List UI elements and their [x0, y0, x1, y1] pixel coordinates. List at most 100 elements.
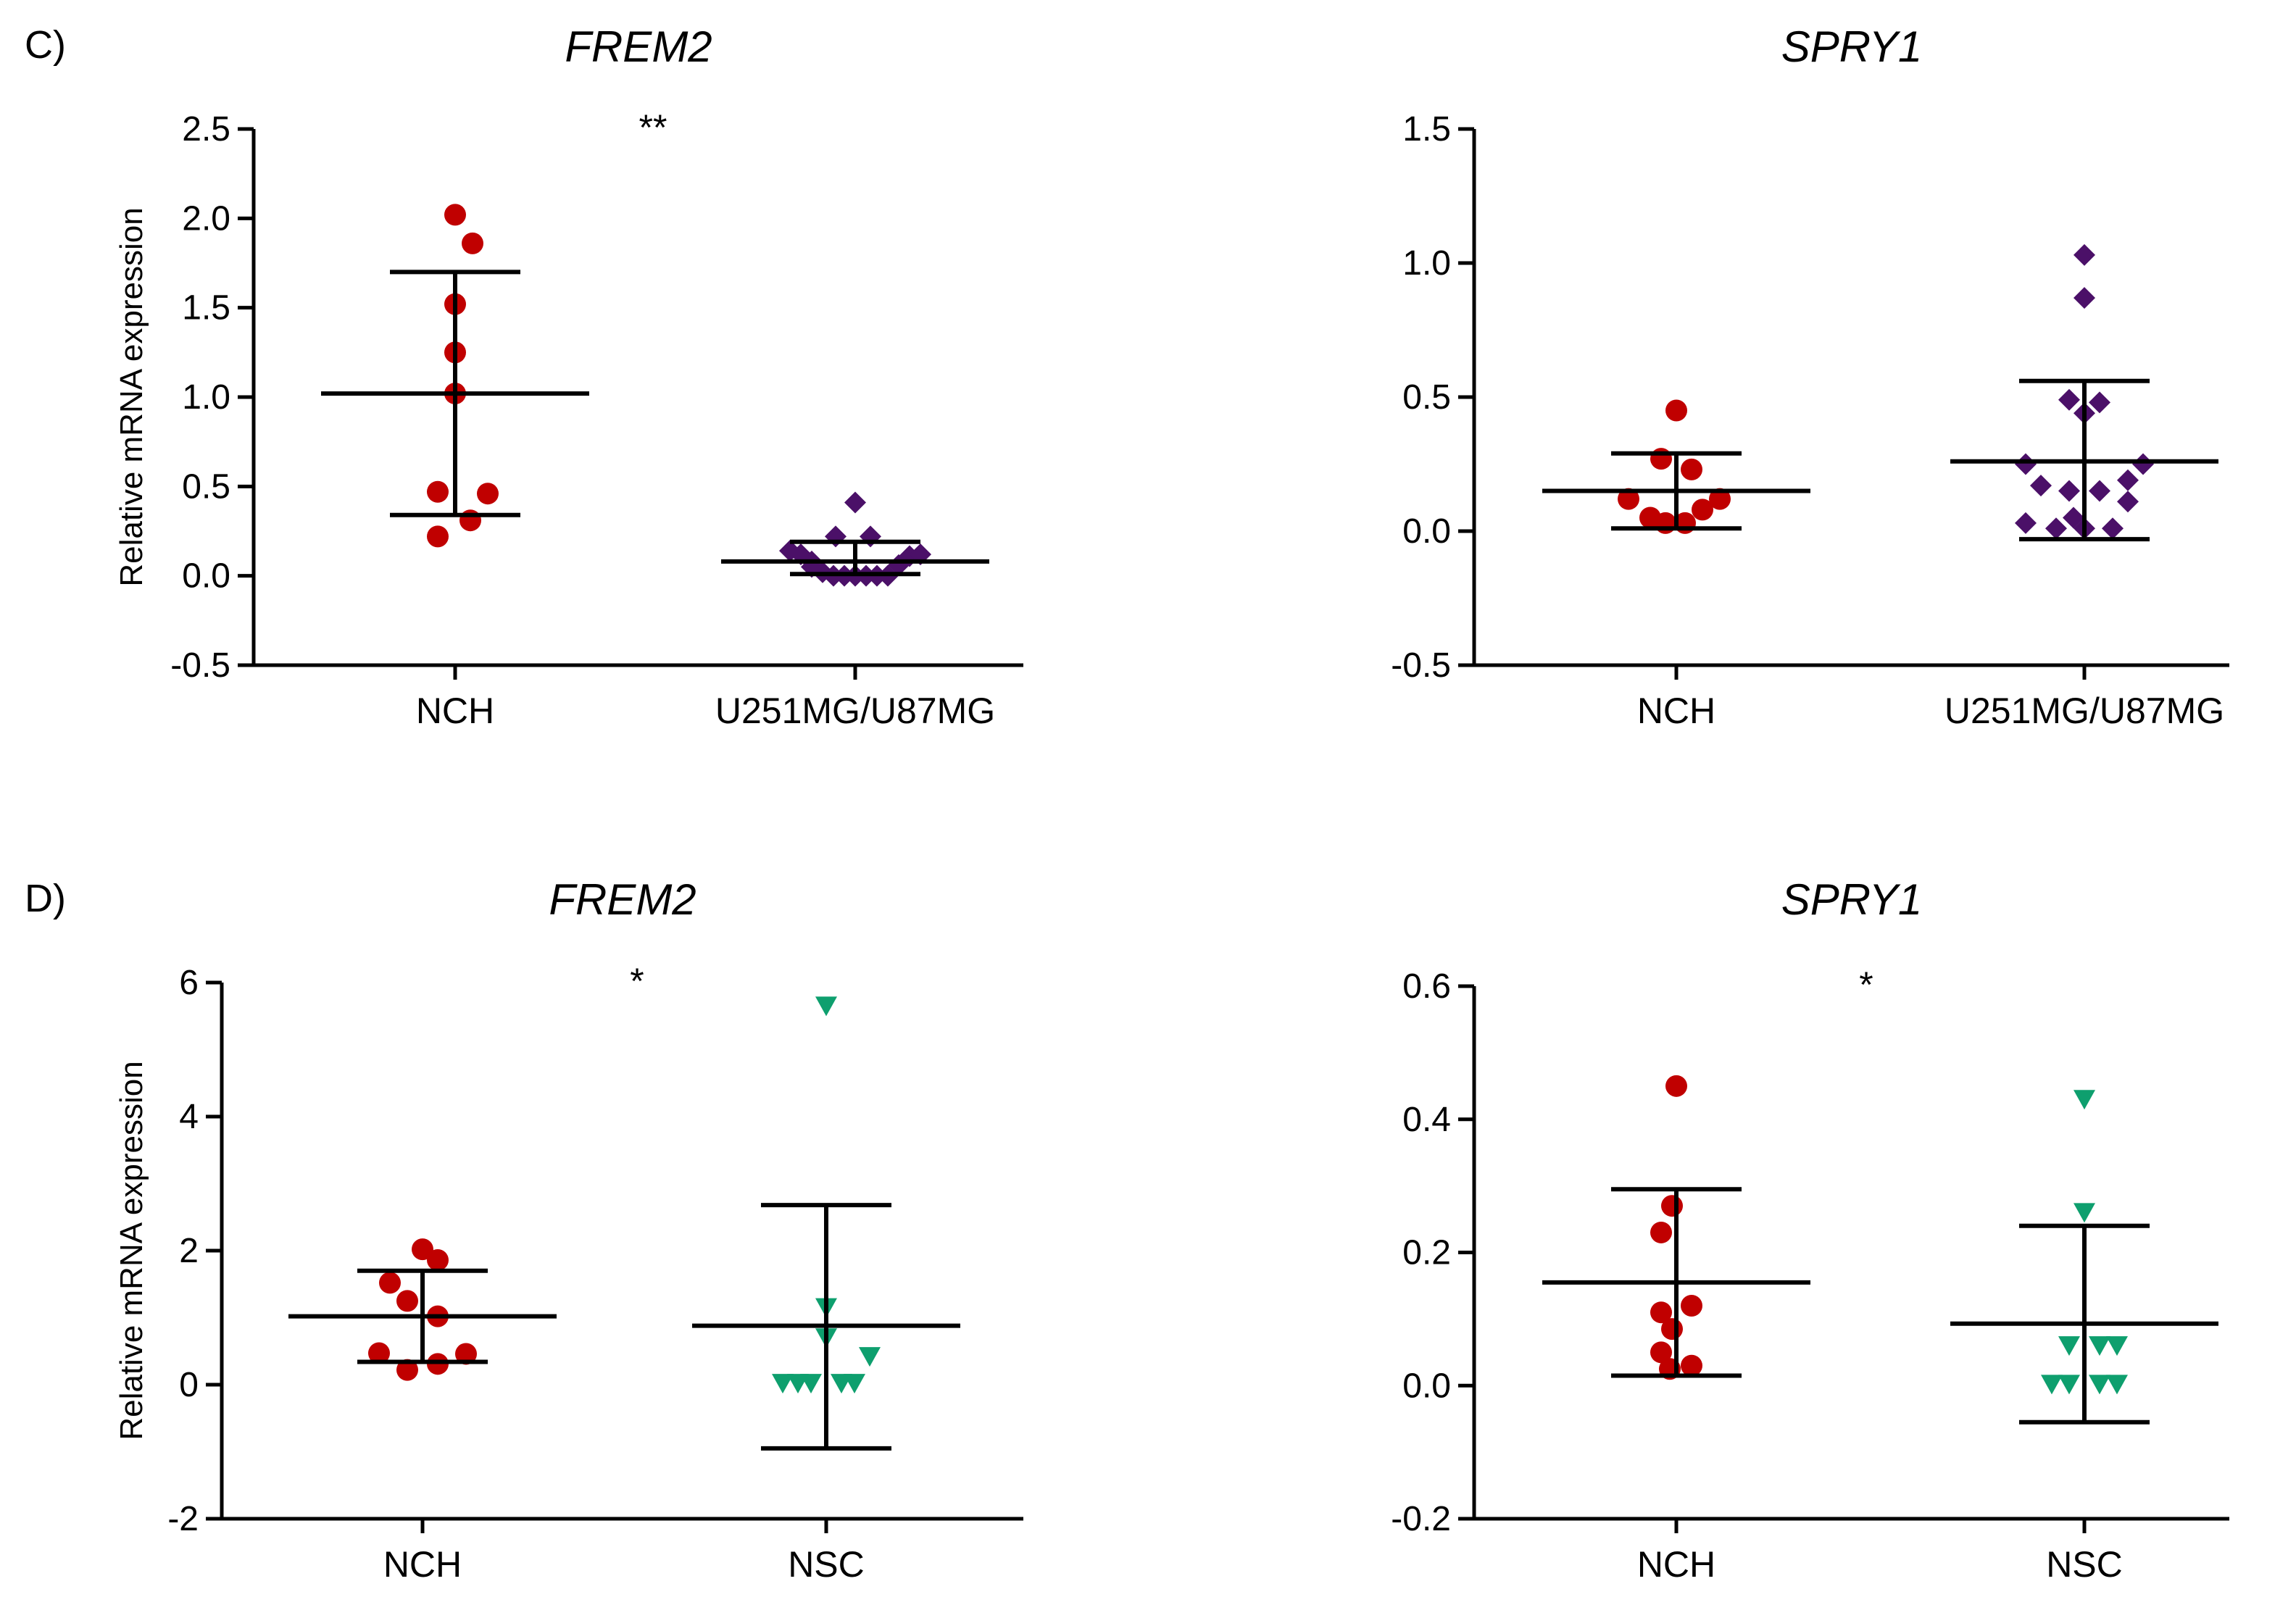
- chart-1-significance: **: [639, 107, 667, 148]
- chart-1-x-tick-label: U251MG/U87MG: [715, 691, 995, 731]
- chart-3-point-nch: [412, 1238, 433, 1261]
- chart-1-y-tick-label: 2.5: [182, 110, 230, 149]
- chart-2-point-u251mg-u87mg: [2117, 491, 2139, 513]
- chart-3-point-nch: [396, 1359, 418, 1381]
- chart-3-y-tick-label: 6: [179, 964, 199, 1002]
- chart-4-y-tick-label: 0.2: [1402, 1234, 1451, 1272]
- chart-1-point-u251mg-u87mg: [860, 525, 881, 548]
- chart-1-y-axis-label: Relative mRNA expression: [114, 207, 149, 586]
- chart-2-point-nch: [1618, 488, 1639, 510]
- chart-3-point-nsc: [772, 1374, 794, 1394]
- chart-2: [1458, 127, 2229, 680]
- chart-2-title: SPRY1: [1781, 22, 1923, 71]
- chart-4-y-tick-label: -0.2: [1391, 1500, 1451, 1538]
- panel-label-c: C): [25, 23, 66, 67]
- chart-2-point-u251mg-u87mg: [2015, 512, 2037, 534]
- chart-3-point-nsc: [800, 1374, 822, 1394]
- chart-4-point-nsc: [2074, 1090, 2095, 1110]
- panel-label-d: D): [25, 877, 66, 920]
- chart-4-point-nsc: [2106, 1375, 2128, 1395]
- chart-1-point-nch: [459, 509, 481, 532]
- chart-2-point-u251mg-u87mg: [2063, 506, 2084, 529]
- chart-3-x-tick-label: NSC: [788, 1544, 865, 1585]
- chart-3-y-tick-label: 2: [179, 1232, 199, 1270]
- chart-1-y-tick-label: -0.5: [170, 646, 230, 685]
- chart-2-point-u251mg-u87mg: [2089, 391, 2110, 414]
- chart-3-y-tick-label: -2: [167, 1500, 199, 1538]
- chart-2-point-nch: [1655, 512, 1676, 534]
- chart-4-point-nsc: [2106, 1336, 2128, 1356]
- chart-2-point-u251mg-u87mg: [2015, 453, 2037, 475]
- chart-4-y-tick-label: 0.4: [1402, 1101, 1451, 1139]
- chart-3-point-nch: [396, 1290, 418, 1312]
- chart-4-y-tick-label: 0.0: [1402, 1367, 1451, 1405]
- chart-2-y-tick-label: -0.5: [1391, 646, 1451, 685]
- chart-4-point-nch: [1681, 1354, 1702, 1377]
- chart-1-y-tick-label: 0.0: [182, 557, 230, 596]
- chart-3-y-tick-label: 0: [179, 1366, 199, 1404]
- chart-4: [1458, 984, 2229, 1533]
- chart-2-point-u251mg-u87mg: [2030, 475, 2052, 497]
- chart-1-point-u251mg-u87mg: [825, 525, 847, 548]
- chart-1-y-tick-label: 1.5: [182, 289, 230, 328]
- chart-4-point-nch: [1650, 1301, 1672, 1324]
- chart-3: [206, 980, 1023, 1533]
- chart-2-point-nch: [1692, 499, 1713, 521]
- chart-4-point-nsc: [2089, 1336, 2110, 1356]
- chart-2-x-tick-label: NCH: [1637, 691, 1715, 731]
- chart-1-point-nch: [444, 204, 466, 226]
- chart-2-point-u251mg-u87mg: [2074, 287, 2095, 309]
- chart-3-point-nch: [455, 1343, 477, 1365]
- chart-1-title: FREM2: [565, 22, 712, 71]
- chart-3-point-nch: [368, 1342, 390, 1364]
- chart-4-x-tick-label: NSC: [2046, 1544, 2123, 1585]
- chart-1-point-nch: [427, 525, 449, 548]
- chart-4-significance: *: [1859, 964, 1873, 1005]
- chart-2-point-u251mg-u87mg: [2132, 453, 2154, 475]
- chart-1-point-nch: [462, 232, 483, 254]
- chart-4-point-nsc: [2058, 1375, 2080, 1395]
- chart-3-title: FREM2: [549, 875, 696, 924]
- chart-2-point-u251mg-u87mg: [2058, 388, 2080, 411]
- chart-3-y-axis-label: Relative mRNA expression: [114, 1061, 149, 1440]
- chart-4-point-nsc: [2074, 1203, 2095, 1223]
- chart-2-point-u251mg-u87mg: [2058, 480, 2080, 502]
- chart-2-point-nch: [1650, 448, 1672, 470]
- chart-4-point-nch: [1665, 1075, 1687, 1097]
- chart-4-point-nch: [1650, 1221, 1672, 1243]
- chart-3-point-nsc: [815, 996, 837, 1017]
- chart-2-point-nch: [1681, 458, 1702, 480]
- chart-2-point-u251mg-u87mg: [2089, 480, 2110, 502]
- chart-4-point-nsc: [2058, 1336, 2080, 1356]
- chart-2-x-tick-label: U251MG/U87MG: [1944, 691, 2224, 731]
- chart-1: [238, 127, 1023, 680]
- chart-1-y-tick-label: 2.0: [182, 199, 230, 238]
- chart-3-x-tick-label: NCH: [383, 1544, 462, 1585]
- chart-2-point-u251mg-u87mg: [2074, 243, 2095, 266]
- chart-1-y-tick-label: 1.0: [182, 378, 230, 417]
- chart-2-y-tick-label: 0.5: [1402, 378, 1451, 417]
- chart-1-point-nch: [477, 483, 499, 505]
- chart-1-point-u251mg-u87mg: [844, 491, 866, 514]
- chart-3-point-nch: [427, 1248, 449, 1271]
- chart-3-point-nsc: [859, 1347, 881, 1367]
- chart-2-point-u251mg-u87mg: [2102, 517, 2124, 540]
- chart-2-y-tick-label: 0.0: [1402, 512, 1451, 551]
- chart-3-y-tick-label: 4: [179, 1098, 199, 1136]
- chart-4-point-nch: [1681, 1295, 1702, 1317]
- chart-4-title: SPRY1: [1781, 875, 1923, 924]
- chart-2-point-nch: [1709, 488, 1731, 510]
- chart-4-point-nch: [1661, 1318, 1683, 1340]
- chart-2-point-u251mg-u87mg: [2045, 517, 2067, 540]
- chart-3-point-nsc: [844, 1374, 865, 1394]
- chart-3-point-nch: [379, 1272, 401, 1294]
- chart-4-y-tick-label: 0.6: [1402, 967, 1451, 1006]
- chart-1-point-nch: [427, 480, 449, 503]
- chart-3-significance: *: [630, 961, 644, 1001]
- chart-2-point-u251mg-u87mg: [2117, 469, 2139, 491]
- chart-2-y-tick-label: 1.5: [1402, 110, 1451, 149]
- chart-4-point-nch: [1650, 1341, 1672, 1364]
- chart-2-y-tick-label: 1.0: [1402, 244, 1451, 283]
- chart-4-x-tick-label: NCH: [1637, 1544, 1715, 1585]
